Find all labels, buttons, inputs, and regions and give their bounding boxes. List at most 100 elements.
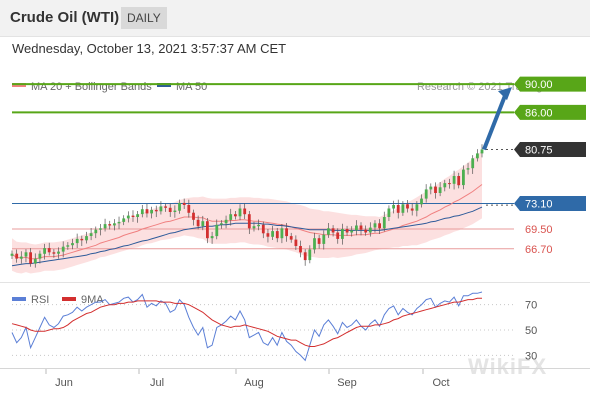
- candle-body: [327, 228, 330, 235]
- candle-body: [466, 168, 470, 170]
- candle-body: [192, 212, 195, 220]
- candle-body: [215, 224, 219, 237]
- candle-body: [448, 183, 451, 185]
- candle-body: [150, 209, 153, 214]
- candle-body: [438, 187, 442, 193]
- candle-body: [229, 214, 233, 220]
- rsi-tick-label: 30: [525, 350, 537, 362]
- candle-body: [187, 205, 191, 213]
- time-label: Oct: [432, 377, 449, 389]
- rsi-legend-swatch: [62, 297, 76, 301]
- candle-body: [420, 198, 423, 205]
- candle-body: [266, 233, 270, 237]
- time-label: Jun: [55, 377, 73, 389]
- level-tag-label: 69.50: [525, 224, 553, 236]
- candle-body: [103, 224, 107, 229]
- rsi-tick-label: 50: [525, 325, 537, 337]
- candle-body: [322, 234, 326, 244]
- rsi-ma9-line: [11, 297, 482, 347]
- candle-body: [275, 231, 279, 239]
- candle-body: [355, 225, 358, 231]
- candle-body: [52, 252, 56, 254]
- rsi-legend-swatch: [12, 297, 26, 301]
- candle-body: [336, 232, 340, 239]
- candle-body: [368, 227, 372, 233]
- rsi-legend-label: 9MA: [81, 294, 104, 306]
- candle-body: [410, 208, 414, 211]
- candle-body: [429, 186, 433, 190]
- level-tag-label: 80.75: [525, 145, 553, 157]
- candle-body: [303, 252, 307, 261]
- candle-body: [99, 228, 102, 230]
- candle-body: [29, 252, 32, 264]
- candle-body: [406, 204, 409, 209]
- candle-body: [24, 252, 28, 257]
- chart-header: Crude Oil (WTI) DAILY: [0, 0, 590, 37]
- candle-body: [140, 209, 144, 215]
- candle-body: [373, 223, 377, 228]
- candle-body: [392, 205, 395, 209]
- candle-body: [350, 230, 354, 233]
- target-arrow-shaft: [482, 92, 508, 151]
- candle-body: [108, 224, 112, 226]
- level-tag-label: 73.10: [525, 199, 553, 211]
- candle-body: [299, 246, 302, 253]
- candle-body: [378, 223, 381, 229]
- candle-body: [387, 208, 391, 217]
- candle-body: [201, 221, 205, 227]
- candle-body: [159, 206, 163, 212]
- candle-body: [261, 224, 265, 234]
- candle-body: [313, 238, 316, 250]
- candle-body: [61, 246, 65, 252]
- candle-body: [476, 153, 479, 159]
- candle-body: [126, 215, 130, 219]
- candle-body: [75, 238, 79, 244]
- candle-body: [164, 206, 167, 208]
- candle-body: [401, 204, 405, 213]
- candle-body: [178, 202, 181, 211]
- level-tag-resistance: [514, 104, 586, 120]
- legend-label: MA 50: [176, 81, 207, 93]
- candle-body: [280, 228, 284, 239]
- ma50-line: [11, 206, 483, 267]
- candle-body: [66, 245, 70, 247]
- candle-body: [480, 149, 484, 154]
- candle-body: [80, 238, 84, 241]
- timeframe-badge[interactable]: DAILY: [121, 7, 167, 29]
- candle-body: [85, 236, 88, 241]
- candle-body: [271, 231, 274, 237]
- candle-body: [117, 221, 121, 224]
- candle-body: [182, 202, 186, 205]
- candle-body: [396, 205, 400, 213]
- candle-body: [462, 169, 465, 186]
- candle-body: [359, 225, 363, 230]
- candle-body: [252, 226, 256, 229]
- candle-body: [38, 253, 42, 259]
- level-tag-label: 90.00: [525, 79, 553, 91]
- candle-body: [131, 215, 135, 217]
- level-tag-pivot: [514, 196, 586, 212]
- candle-body: [285, 228, 288, 237]
- watermark-logo: WikiFX: [468, 354, 548, 379]
- time-label: Aug: [244, 377, 264, 389]
- candle-body: [443, 183, 447, 188]
- candle-body: [15, 253, 19, 259]
- candle-body: [247, 214, 251, 229]
- rsi-tick-label: 70: [525, 300, 537, 312]
- candle-body: [206, 221, 209, 239]
- level-tag-label: 66.70: [525, 244, 553, 256]
- bollinger-band-area: [12, 150, 482, 274]
- candle-body: [33, 258, 37, 264]
- candle-body: [415, 204, 419, 211]
- candle-body: [317, 238, 321, 244]
- candle-body: [434, 186, 437, 193]
- candle-body: [331, 228, 335, 233]
- candle-body: [238, 208, 242, 217]
- candle-body: [10, 253, 14, 256]
- candle-body: [452, 176, 456, 184]
- candle-body: [89, 233, 93, 236]
- candle-body: [154, 209, 158, 212]
- candle-body: [364, 229, 368, 233]
- chart-datetime: Wednesday, October 13, 2021 3:57:37 AM C…: [12, 41, 287, 56]
- candle-body: [57, 251, 60, 254]
